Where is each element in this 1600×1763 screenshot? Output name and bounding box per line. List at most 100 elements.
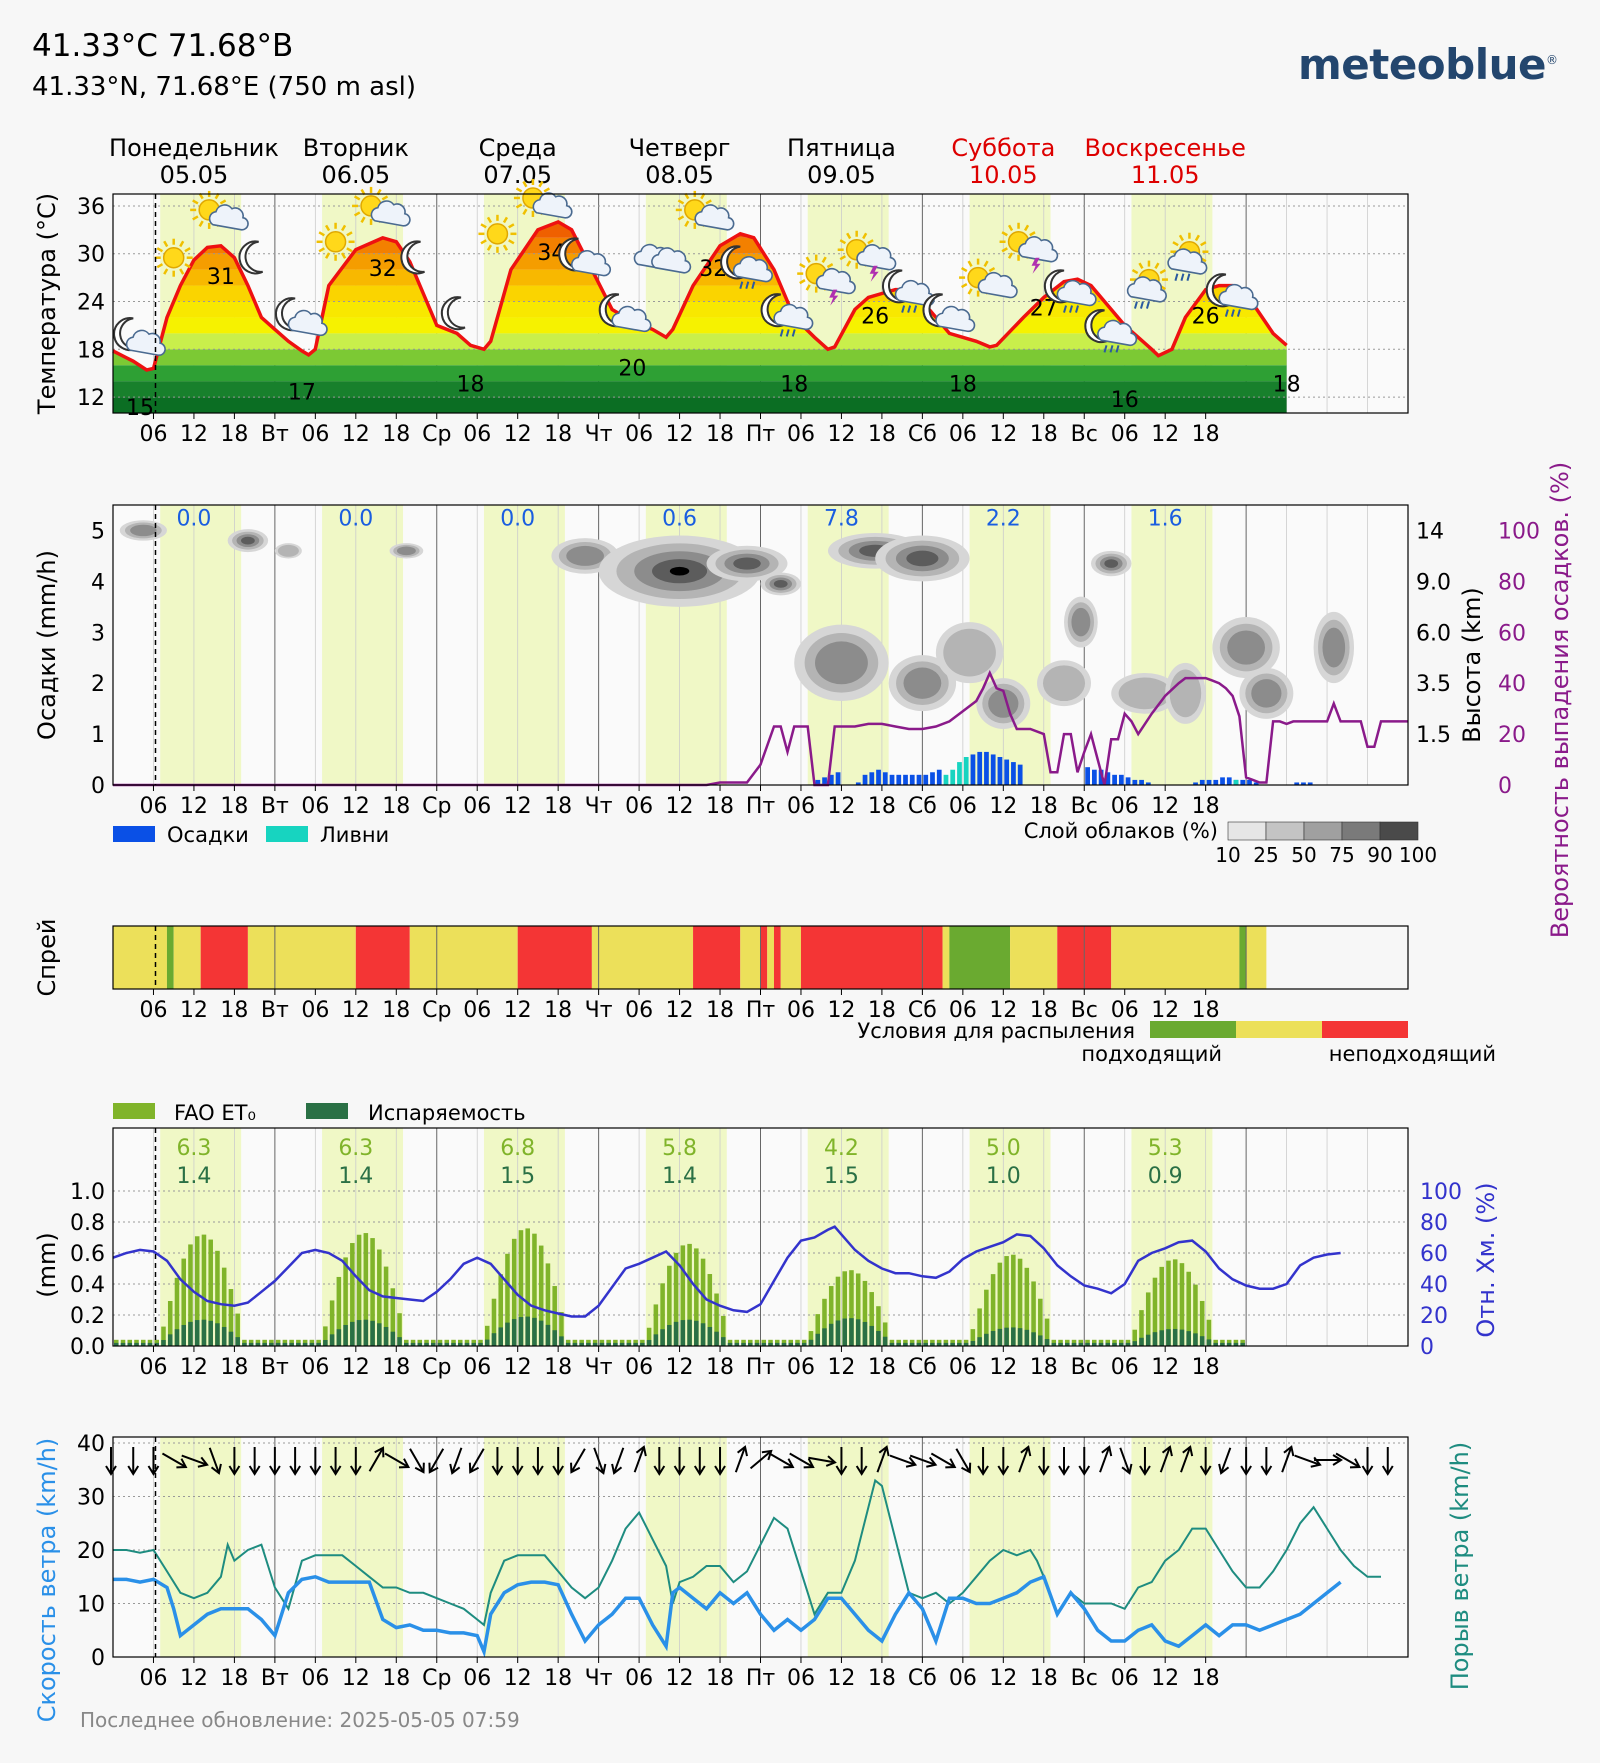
wind-direction-arrow bbox=[1260, 1447, 1273, 1476]
arrow-shaft bbox=[749, 1450, 772, 1470]
sun-ray bbox=[988, 267, 996, 273]
arrow-head bbox=[468, 1462, 480, 1474]
spray-segment bbox=[780, 926, 801, 989]
cloud-shape bbox=[532, 192, 573, 219]
spray-segment bbox=[1239, 926, 1247, 989]
cloud-shape bbox=[694, 204, 735, 231]
spray-segment bbox=[767, 926, 774, 989]
temperature-band bbox=[113, 397, 1287, 413]
meteoblue-logo[interactable]: meteoblue® bbox=[1298, 40, 1558, 89]
wind-direction-arrow bbox=[1281, 1445, 1295, 1473]
arrow-head bbox=[398, 1458, 411, 1469]
et0-bar bbox=[1199, 1300, 1205, 1346]
precip-legend-swatch bbox=[113, 826, 155, 842]
x-tick-label: 18 bbox=[868, 422, 896, 447]
x-tick-label: Пт bbox=[746, 1355, 776, 1380]
wind-direction-arrow bbox=[532, 1447, 544, 1476]
daylight-band bbox=[160, 1128, 242, 1346]
temperature-band bbox=[113, 381, 1287, 398]
arrow-head bbox=[197, 1456, 209, 1468]
et0-bar bbox=[161, 1326, 166, 1346]
wind-direction-arrow bbox=[552, 1447, 565, 1476]
x-tick-label: 12 bbox=[1151, 1355, 1179, 1380]
et0-bar bbox=[1145, 1292, 1151, 1346]
sun-ray bbox=[184, 263, 191, 269]
x-tick-label: Вс bbox=[1071, 1666, 1098, 1691]
location-title: 41.33°C 71.68°B bbox=[32, 28, 294, 64]
x-tick-label: 18 bbox=[706, 422, 734, 447]
x-tick-label: Пт bbox=[746, 422, 776, 447]
precip-bar bbox=[1112, 774, 1117, 785]
evap-bar bbox=[586, 1342, 591, 1346]
evap-bar bbox=[343, 1324, 348, 1346]
x-tick-label: 18 bbox=[706, 998, 734, 1023]
precip-bar bbox=[876, 769, 881, 785]
evap-bar bbox=[188, 1321, 193, 1346]
arrow-head bbox=[1058, 1465, 1070, 1476]
daylight-band bbox=[483, 505, 565, 785]
evap-bar bbox=[336, 1329, 342, 1346]
evap-bar bbox=[356, 1320, 362, 1346]
et0-legend-label: FAO ET₀ bbox=[174, 1101, 256, 1125]
precip-bar bbox=[1307, 782, 1313, 785]
arrow-head bbox=[1199, 1465, 1212, 1476]
daily-min-label: 17 bbox=[288, 380, 316, 405]
sun-ray bbox=[1001, 247, 1008, 253]
evap-bar bbox=[842, 1318, 847, 1346]
x-tick-label: Ср bbox=[422, 1355, 451, 1380]
evap-bar bbox=[457, 1342, 463, 1346]
x-tick-label: 06 bbox=[301, 1666, 329, 1691]
arrow-head bbox=[147, 1465, 160, 1476]
evap-bar bbox=[1038, 1335, 1043, 1346]
x-tick-label: 18 bbox=[382, 422, 410, 447]
arrow-head bbox=[269, 1465, 281, 1476]
sun-ray bbox=[522, 208, 528, 216]
arrow-head bbox=[673, 1465, 686, 1476]
evap-bar bbox=[120, 1342, 126, 1346]
arrow-shaft bbox=[429, 1448, 445, 1472]
precip-bar bbox=[1193, 782, 1198, 785]
evap-bar bbox=[660, 1329, 665, 1346]
spray-segment bbox=[760, 926, 768, 989]
et-tick-label: 1.0 bbox=[70, 1180, 105, 1205]
daylight-band bbox=[1131, 505, 1213, 785]
cloud-shape bbox=[287, 309, 328, 337]
evap-bar bbox=[653, 1334, 659, 1346]
arrow-shaft bbox=[1335, 1452, 1360, 1468]
x-tick-label: 12 bbox=[666, 422, 694, 447]
evap-bar bbox=[370, 1320, 375, 1346]
day-date: 08.05 bbox=[645, 161, 714, 189]
sun-ray bbox=[156, 263, 164, 269]
x-tick-label: 06 bbox=[301, 794, 329, 819]
et0-bar bbox=[1186, 1271, 1191, 1346]
spray-segment bbox=[1246, 926, 1267, 989]
day-name: Воскресенье bbox=[1084, 134, 1245, 162]
temperature-tick-label: 24 bbox=[77, 291, 105, 316]
temperature-tick-label: 30 bbox=[77, 243, 105, 268]
et0-bar bbox=[869, 1292, 874, 1346]
precip-bar bbox=[1091, 769, 1097, 785]
evap-bar bbox=[194, 1320, 200, 1346]
raindrop bbox=[1063, 305, 1067, 313]
evap-bar bbox=[1065, 1342, 1070, 1346]
evap-bar bbox=[1233, 1342, 1239, 1346]
day-date: 06.05 bbox=[321, 161, 390, 189]
sun-ray bbox=[846, 260, 852, 267]
evap-bar bbox=[876, 1330, 881, 1346]
et-tick-label: 0.4 bbox=[70, 1273, 105, 1298]
wind-direction-arrow bbox=[105, 1447, 117, 1476]
arrow-head bbox=[737, 1445, 748, 1457]
et0-bar bbox=[835, 1276, 841, 1346]
wind-tick-label: 30 bbox=[77, 1486, 105, 1511]
x-tick-label: 18 bbox=[1192, 998, 1220, 1023]
sun-ray bbox=[1159, 268, 1167, 275]
raindrop bbox=[1133, 301, 1138, 309]
cloud-shape bbox=[773, 303, 814, 331]
x-tick-label: Ср bbox=[422, 422, 451, 447]
evap-bar bbox=[1011, 1327, 1016, 1346]
evap-bar bbox=[329, 1334, 335, 1346]
evap-bar bbox=[592, 1342, 598, 1346]
et0-bar bbox=[680, 1245, 686, 1346]
evap-bar bbox=[383, 1326, 389, 1346]
x-tick-label: Сб bbox=[908, 998, 937, 1023]
